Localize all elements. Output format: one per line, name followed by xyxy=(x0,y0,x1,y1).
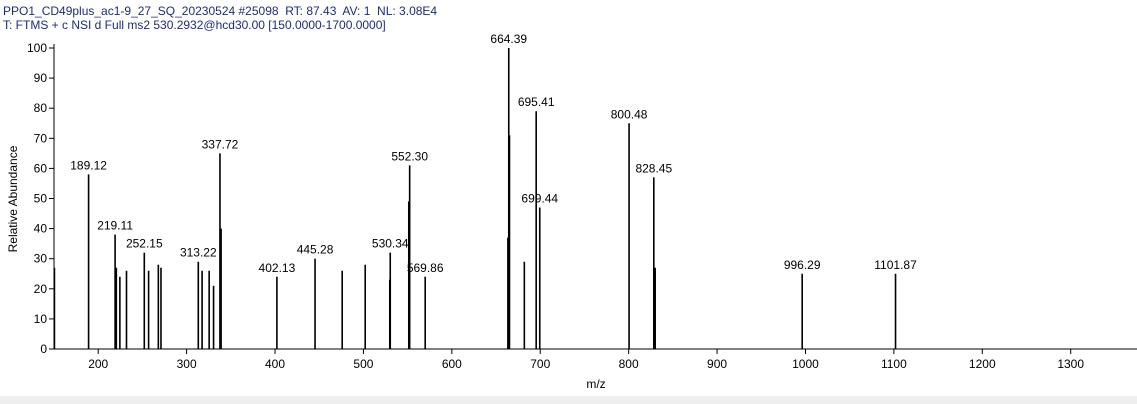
x-tick-label: 200 xyxy=(88,357,108,371)
x-tick-label: 300 xyxy=(177,357,197,371)
peak-label: 530.34 xyxy=(372,237,409,251)
header: PPO1_CD49plus_ac1-9_27_SQ_20230524 #2509… xyxy=(3,4,437,18)
y-tick-label: 20 xyxy=(34,282,48,296)
peak-label: 552.30 xyxy=(391,149,428,163)
x-tick-label: 1000 xyxy=(792,357,819,371)
x-tick-label: 900 xyxy=(707,357,727,371)
y-tick-label: 30 xyxy=(34,252,48,266)
peak-label: 699.44 xyxy=(521,192,558,206)
y-tick-label: 0 xyxy=(40,342,47,356)
y-tick-label: 10 xyxy=(34,312,48,326)
peak-label: 189.12 xyxy=(70,158,107,172)
y-tick-label: 100 xyxy=(27,41,47,55)
x-tick-label: 1100 xyxy=(881,357,907,371)
x-tick-label: 1300 xyxy=(1057,357,1084,371)
peak-label: 313.22 xyxy=(180,246,217,260)
peak-label: 664.39 xyxy=(490,32,527,46)
y-tick-label: 90 xyxy=(34,71,48,85)
x-tick-label: 1200 xyxy=(969,357,996,371)
peak-label: 219.11 xyxy=(97,219,133,233)
peak-label: 1101.87 xyxy=(874,258,917,272)
x-tick-label: 800 xyxy=(619,357,639,371)
peak-label: 337.72 xyxy=(202,137,239,151)
y-axis-label: Relative Abundance xyxy=(6,145,20,252)
peak-label: 800.48 xyxy=(611,107,648,121)
peak-label: 695.41 xyxy=(518,95,555,109)
y-tick-label: 80 xyxy=(34,101,48,115)
y-tick-label: 40 xyxy=(34,222,48,236)
peak-label: 996.29 xyxy=(784,258,821,272)
x-tick-label: 500 xyxy=(353,357,373,371)
x-tick-label: 400 xyxy=(265,357,285,371)
x-tick-label: 600 xyxy=(442,357,462,371)
peak-label: 252.15 xyxy=(126,237,163,251)
status-bar xyxy=(0,396,1137,404)
x-axis-label: m/z xyxy=(586,377,605,391)
x-tick-label: 700 xyxy=(530,357,550,371)
y-tick-label: 70 xyxy=(34,131,48,145)
subheader: T: FTMS + c NSI d Full ms2 530.2932@hcd3… xyxy=(3,18,386,32)
y-tick-label: 60 xyxy=(34,161,48,175)
y-tick-label: 50 xyxy=(34,192,48,206)
peak-label: 828.45 xyxy=(635,161,672,175)
peak-label: 569.86 xyxy=(407,261,444,275)
peak-label: 402.13 xyxy=(259,261,296,275)
peak-label: 445.28 xyxy=(297,243,334,257)
